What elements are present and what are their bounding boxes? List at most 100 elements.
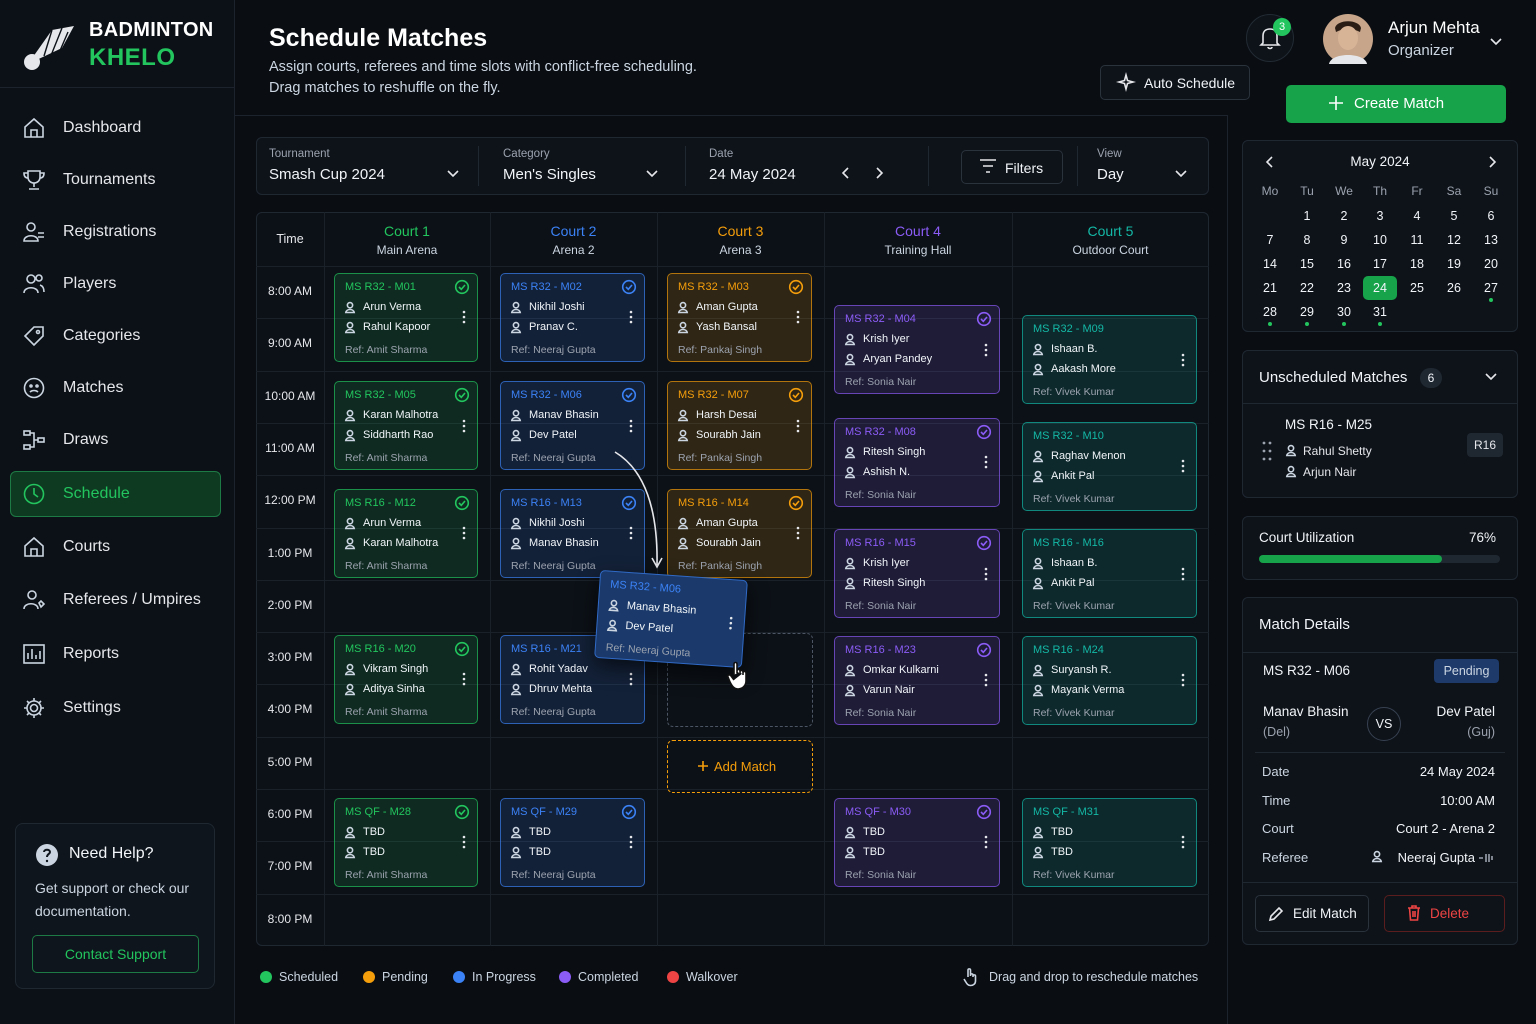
icon xyxy=(462,310,466,324)
calendar-day[interactable]: 7 xyxy=(1266,233,1274,247)
icon xyxy=(454,641,470,656)
calendar-day[interactable]: 13 xyxy=(1484,233,1498,247)
match-card[interactable]: MS R32 - M06 Manav Bhasin Dev Patel Ref: Ne… xyxy=(594,569,748,669)
icon xyxy=(677,321,689,334)
filter-value[interactable]: Men's Singles xyxy=(503,166,596,183)
calendar-day[interactable]: 3 xyxy=(1376,209,1384,223)
icon xyxy=(976,804,992,819)
calendar-day[interactable]: 18 xyxy=(1410,257,1424,271)
match-card[interactable]: MS R32 - M04 Krish Iyer Aryan Pandey Ref: S… xyxy=(834,305,1000,395)
utilization-value: 76% xyxy=(1468,530,1496,545)
match-card[interactable]: MS R32 - M07 Harsh Desai Sourabh Jain Ref: … xyxy=(667,381,812,471)
match-card[interactable]: MS R16 - M16 Ishaan B. Ankit Pal Ref: Vivek… xyxy=(1022,529,1197,619)
contact-button[interactable]: Contact Support xyxy=(32,935,199,973)
calendar-day[interactable]: 22 xyxy=(1300,281,1314,295)
player-name: Varun Nair xyxy=(863,683,915,696)
filter-value[interactable]: Day xyxy=(1097,166,1124,183)
calendar-day[interactable]: 27 xyxy=(1484,281,1498,295)
calendar-day[interactable]: 23 xyxy=(1337,281,1351,295)
icon xyxy=(1285,444,1297,457)
calendar-day[interactable]: 5 xyxy=(1450,209,1458,223)
match-card[interactable]: MS QF - M30 TBD TBD Ref: Sonia Nair xyxy=(834,797,1000,887)
icon xyxy=(796,419,800,432)
filter-value[interactable]: 24 May 2024 xyxy=(709,166,796,183)
match-card[interactable]: MS R32 - M10 Raghav Menon Ankit Pal Ref: Vi… xyxy=(1022,421,1197,511)
calendar-day[interactable]: 12 xyxy=(1447,233,1461,247)
calendar-day[interactable]: 24 xyxy=(1373,281,1387,295)
nav-label: Draws xyxy=(63,431,109,448)
icon xyxy=(788,279,804,294)
match-card[interactable]: MS R16 - M15 Krish Iyer Ritesh Singh Ref: S… xyxy=(834,529,1000,619)
icon xyxy=(844,446,856,458)
calendar-day[interactable]: 25 xyxy=(1410,281,1424,295)
referee: Ref: Sonia Nair xyxy=(845,706,917,719)
calendar-day[interactable]: 26 xyxy=(1447,281,1461,295)
create-match-button[interactable] xyxy=(1286,85,1506,123)
calendar-day[interactable]: 19 xyxy=(1447,257,1461,271)
court-venue: Arena 3 xyxy=(719,243,762,257)
calendar-day[interactable]: 16 xyxy=(1337,257,1351,271)
icon xyxy=(1265,156,1273,168)
calendar-day[interactable]: 15 xyxy=(1300,257,1314,271)
player-name: Vikram Singh xyxy=(363,662,429,675)
calendar-day[interactable]: 4 xyxy=(1413,209,1421,223)
match-card[interactable]: MS R16 - M23 Omkar Kulkarni Varun Nair Ref:… xyxy=(834,635,1000,725)
player-name: Ishaan B. xyxy=(1051,343,1098,356)
calendar-day[interactable]: 10 xyxy=(1373,233,1387,247)
calendar-day[interactable]: 30 xyxy=(1337,305,1351,319)
calendar-day[interactable]: 11 xyxy=(1410,233,1424,247)
auto-schedule-button[interactable] xyxy=(1100,65,1250,100)
status-badge: Pending xyxy=(1434,659,1499,683)
icon xyxy=(344,321,356,334)
match-card[interactable]: MS R32 - M09 Ishaan B. Aakash More Ref: Viv… xyxy=(1022,315,1197,405)
grid-row-line xyxy=(256,527,1209,529)
calendar-day[interactable]: 31 xyxy=(1373,305,1387,319)
calendar-day[interactable]: 9 xyxy=(1340,233,1348,247)
detail-label: Referee xyxy=(1262,849,1309,865)
filter-value[interactable]: Smash Cup 2024 xyxy=(269,166,385,183)
calendar-day[interactable]: 28 xyxy=(1263,305,1277,319)
icon xyxy=(23,222,44,242)
add-match-button[interactable] xyxy=(667,740,813,793)
match-card[interactable]: MS R32 - M01 Arun Verma Rahul Kapoor Ref: A… xyxy=(334,272,478,362)
match-card[interactable]: MS QF - M28 TBD TBD Ref: Amit Sharma xyxy=(334,797,478,887)
filters-button[interactable] xyxy=(961,150,1063,184)
match-card[interactable]: MS R16 - M24 Suryansh R. Mayank Verma Ref: … xyxy=(1022,635,1197,725)
nav-label: Matches xyxy=(63,379,124,396)
icon xyxy=(646,170,658,178)
player-name: TBD xyxy=(863,845,885,858)
match-card[interactable]: MS R32 - M03 Aman Gupta Yash Bansal Ref: Pa… xyxy=(667,272,812,362)
match-card[interactable]: MS R16 - M14 Aman Gupta Sourabh Jain Ref: P… xyxy=(667,488,812,578)
referee: Ref: Vivek Kumar xyxy=(1033,386,1115,399)
icon xyxy=(344,826,356,839)
calendar-day[interactable]: 21 xyxy=(1263,281,1277,295)
calendar-day[interactable]: 29 xyxy=(1300,305,1314,319)
calendar-day[interactable]: 20 xyxy=(1484,257,1498,271)
grid-row-line xyxy=(256,893,1209,895)
match-card[interactable]: MS R16 - M20 Vikram Singh Aditya Sinha Ref:… xyxy=(334,634,478,724)
time-label: 12:00 PM xyxy=(264,493,316,508)
calendar-day[interactable]: 2 xyxy=(1340,209,1348,223)
match-card[interactable]: MS QF - M31 TBD TBD Ref: Vivek Kumar xyxy=(1022,797,1197,887)
unscheduled-id[interactable]: MS R16 - M25 xyxy=(1285,417,1373,432)
calendar-day[interactable]: 8 xyxy=(1303,233,1311,247)
delete-button[interactable] xyxy=(1384,895,1505,932)
icon xyxy=(677,537,689,550)
referee: Ref: Sonia Nair xyxy=(845,868,917,881)
match-card[interactable]: MS R32 - M08 Ritesh Singh Ashish N. Ref: So… xyxy=(834,417,1000,507)
match-card[interactable]: MS R16 - M12 Arun Verma Karan Malhotra Ref:… xyxy=(334,488,478,578)
calendar-day[interactable]: 17 xyxy=(1373,257,1387,271)
calendar-day[interactable]: 6 xyxy=(1487,209,1495,223)
icon xyxy=(677,517,689,530)
match-card[interactable]: MS R32 - M02 Nikhil Joshi Pranav C. Ref: Ne… xyxy=(500,272,645,362)
calendar-day[interactable]: 14 xyxy=(1263,257,1277,271)
calendar-day[interactable]: 1 xyxy=(1303,209,1311,223)
time-label: 4:00 PM xyxy=(267,702,313,717)
nav-item[interactable] xyxy=(10,471,221,517)
calendar-card xyxy=(1242,140,1518,332)
match-card[interactable]: MS QF - M29 TBD TBD Ref: Neeraj Gupta xyxy=(500,797,645,887)
match-card[interactable]: MS R32 - M05 Karan Malhotra Siddharth Rao R… xyxy=(334,381,478,471)
match-card[interactable]: MS R16 - M13 Nikhil Joshi Manav Bhasin Ref:… xyxy=(500,488,645,578)
edit-button[interactable] xyxy=(1255,895,1369,932)
divider xyxy=(0,87,235,88)
